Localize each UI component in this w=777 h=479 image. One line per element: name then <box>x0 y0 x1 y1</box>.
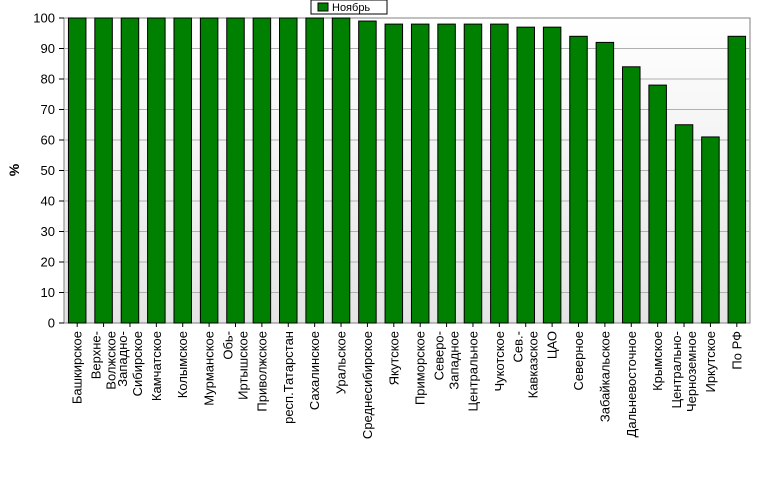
x-tick-label: Северное <box>571 331 586 390</box>
y-tick-label: 0 <box>48 316 55 331</box>
y-tick-label: 70 <box>41 102 55 117</box>
bar <box>252 17 272 324</box>
x-tick-label: Приморское <box>413 331 428 405</box>
x-tick-label: По РФ <box>729 331 744 370</box>
bar <box>173 17 192 324</box>
x-tick-label: Сев.-Кавказское <box>511 331 541 398</box>
x-tick-label: Иркутское <box>703 331 718 393</box>
x-tick-label: респ.Татарстан <box>281 331 296 424</box>
bar <box>384 23 404 324</box>
bar <box>648 84 667 324</box>
y-tick-label: 50 <box>41 163 55 178</box>
x-tick-label: Чукотское <box>492 331 507 392</box>
bar <box>463 23 483 324</box>
x-tick-label: Забайкальское <box>597 331 612 422</box>
x-tick-label: Уральское <box>334 331 349 394</box>
bar <box>701 136 720 324</box>
y-tick-label: 90 <box>41 41 55 56</box>
x-tick-label: Приволжское <box>254 331 269 412</box>
bar <box>199 17 219 324</box>
bar <box>67 17 87 324</box>
x-tick-label: Северо-Западное <box>432 331 462 390</box>
bar <box>569 35 588 324</box>
y-tick-label: 80 <box>41 72 55 87</box>
y-tick-label: 20 <box>41 255 55 270</box>
x-tick-label: Колымское <box>175 331 190 398</box>
x-tick-label: Мурманское <box>202 331 217 406</box>
bar <box>622 66 641 324</box>
x-tick-label: Дальневосточное <box>624 331 639 437</box>
bar <box>437 23 456 324</box>
bar <box>120 17 140 324</box>
bar <box>727 35 747 324</box>
bar <box>542 26 562 324</box>
bars <box>67 17 747 324</box>
legend: Ноябрь <box>310 0 388 15</box>
x-tick-label: Центрально-Черноземное <box>669 331 699 412</box>
bar <box>147 17 166 324</box>
y-tick-label: 60 <box>41 133 55 148</box>
y-axis: 0 10 20 30 40 50 60 70 80 90 100 <box>33 11 64 331</box>
bar <box>279 17 298 324</box>
bar <box>331 17 351 324</box>
y-axis-label: % <box>6 163 22 176</box>
bar <box>410 23 430 324</box>
bar <box>490 23 509 324</box>
x-tick-label: Якутское <box>386 331 401 385</box>
x-tick-label: Сахалинское <box>307 331 322 410</box>
x-tick-label: ЦАО <box>545 331 560 359</box>
legend-swatch <box>317 2 329 12</box>
x-tick-label: Верхне-Волжское <box>89 331 119 390</box>
bar <box>358 20 377 324</box>
x-tick-label: Камчатское <box>149 331 164 401</box>
x-axis: Башкирское Верхне-ВолжскоеЗападно-Сибирск… <box>70 323 744 439</box>
x-tick-label: Крымское <box>650 331 665 391</box>
y-tick-label: 10 <box>41 285 55 300</box>
bar <box>305 17 324 324</box>
x-tick-label: Обь-Иртышское <box>221 331 251 400</box>
x-tick-label: Башкирское <box>70 331 85 404</box>
bar <box>595 41 615 324</box>
y-tick-label: 100 <box>33 11 55 26</box>
y-tick-label: 40 <box>41 194 55 209</box>
x-tick-label: Среднесибирское <box>360 331 375 439</box>
bar <box>94 17 113 324</box>
legend-label: Ноябрь <box>332 2 370 14</box>
x-tick-label: Западно-Сибирское <box>115 331 145 396</box>
bar <box>516 26 535 324</box>
bar <box>226 17 245 324</box>
bar <box>674 124 694 324</box>
x-tick-label: Центральное <box>465 331 480 411</box>
y-tick-label: 30 <box>41 224 55 239</box>
legend-box <box>310 0 388 15</box>
